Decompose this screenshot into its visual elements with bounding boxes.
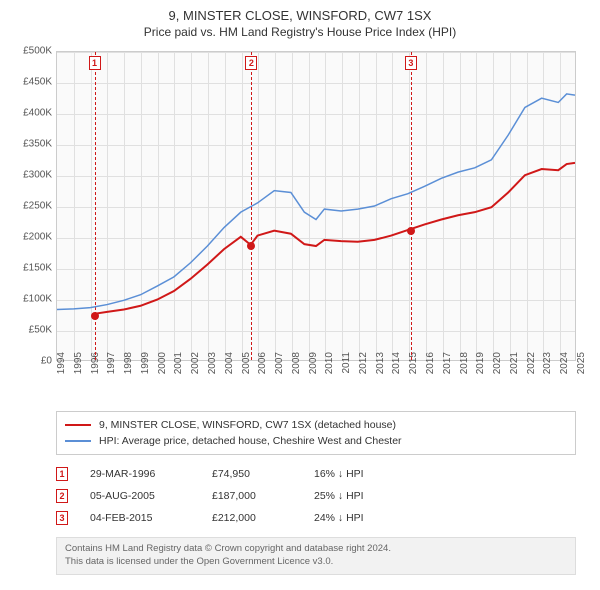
event-date: 29-MAR-1996 bbox=[90, 468, 190, 480]
sale-marker-dot bbox=[247, 242, 255, 250]
y-axis-label: £350K bbox=[12, 139, 52, 150]
event-price: £187,000 bbox=[212, 490, 292, 502]
series-line-property bbox=[94, 163, 575, 314]
event-marker-icon: 1 bbox=[56, 467, 68, 481]
event-marker-icon: 3 bbox=[56, 511, 68, 525]
x-axis-label: 2025 bbox=[576, 352, 587, 382]
y-axis-label: £0 bbox=[12, 356, 52, 367]
sale-marker-dot bbox=[407, 227, 415, 235]
event-marker-icon: 2 bbox=[56, 489, 68, 503]
y-axis-label: £50K bbox=[12, 325, 52, 336]
event-delta: 16% ↓ HPI bbox=[314, 468, 404, 480]
footer-line2: This data is licensed under the Open Gov… bbox=[65, 556, 567, 569]
page-title: 9, MINSTER CLOSE, WINSFORD, CW7 1SX bbox=[12, 8, 588, 23]
sale-events: 1 29-MAR-1996 £74,950 16% ↓ HPI 2 05-AUG… bbox=[56, 463, 576, 529]
event-row: 3 04-FEB-2015 £212,000 24% ↓ HPI bbox=[56, 507, 576, 529]
y-axis-label: £100K bbox=[12, 294, 52, 305]
legend-label-hpi: HPI: Average price, detached house, Ches… bbox=[99, 435, 402, 447]
y-axis-label: £500K bbox=[12, 46, 52, 57]
chart-container: 9, MINSTER CLOSE, WINSFORD, CW7 1SX Pric… bbox=[0, 0, 600, 590]
plot-area: 1 2 3 bbox=[56, 51, 576, 361]
event-date: 05-AUG-2005 bbox=[90, 490, 190, 502]
event-price: £74,950 bbox=[212, 468, 292, 480]
event-date: 04-FEB-2015 bbox=[90, 512, 190, 524]
legend-row: 9, MINSTER CLOSE, WINSFORD, CW7 1SX (det… bbox=[65, 417, 567, 433]
footer-line1: Contains HM Land Registry data © Crown c… bbox=[65, 543, 567, 556]
y-axis-label: £200K bbox=[12, 232, 52, 243]
legend-label-property: 9, MINSTER CLOSE, WINSFORD, CW7 1SX (det… bbox=[99, 419, 396, 431]
event-price: £212,000 bbox=[212, 512, 292, 524]
legend: 9, MINSTER CLOSE, WINSFORD, CW7 1SX (det… bbox=[56, 411, 576, 455]
event-row: 1 29-MAR-1996 £74,950 16% ↓ HPI bbox=[56, 463, 576, 485]
sale-marker-dot bbox=[91, 312, 99, 320]
y-axis-label: £250K bbox=[12, 201, 52, 212]
line-series-svg bbox=[57, 52, 575, 360]
legend-swatch-hpi bbox=[65, 440, 91, 442]
attribution-footer: Contains HM Land Registry data © Crown c… bbox=[56, 537, 576, 575]
y-axis-label: £400K bbox=[12, 108, 52, 119]
page-subtitle: Price paid vs. HM Land Registry's House … bbox=[12, 25, 588, 39]
sale-marker-icon: 3 bbox=[405, 56, 417, 70]
y-axis-label: £300K bbox=[12, 170, 52, 181]
event-row: 2 05-AUG-2005 £187,000 25% ↓ HPI bbox=[56, 485, 576, 507]
sale-marker-icon: 1 bbox=[89, 56, 101, 70]
event-delta: 25% ↓ HPI bbox=[314, 490, 404, 502]
chart: 1 2 3 £0 £50K £100K £150K £200K £250K £300K £350K… bbox=[12, 45, 588, 405]
event-delta: 24% ↓ HPI bbox=[314, 512, 404, 524]
sale-marker-icon: 2 bbox=[245, 56, 257, 70]
legend-row: HPI: Average price, detached house, Ches… bbox=[65, 433, 567, 449]
y-axis-label: £150K bbox=[12, 263, 52, 274]
legend-swatch-property bbox=[65, 424, 91, 426]
y-axis-label: £450K bbox=[12, 77, 52, 88]
